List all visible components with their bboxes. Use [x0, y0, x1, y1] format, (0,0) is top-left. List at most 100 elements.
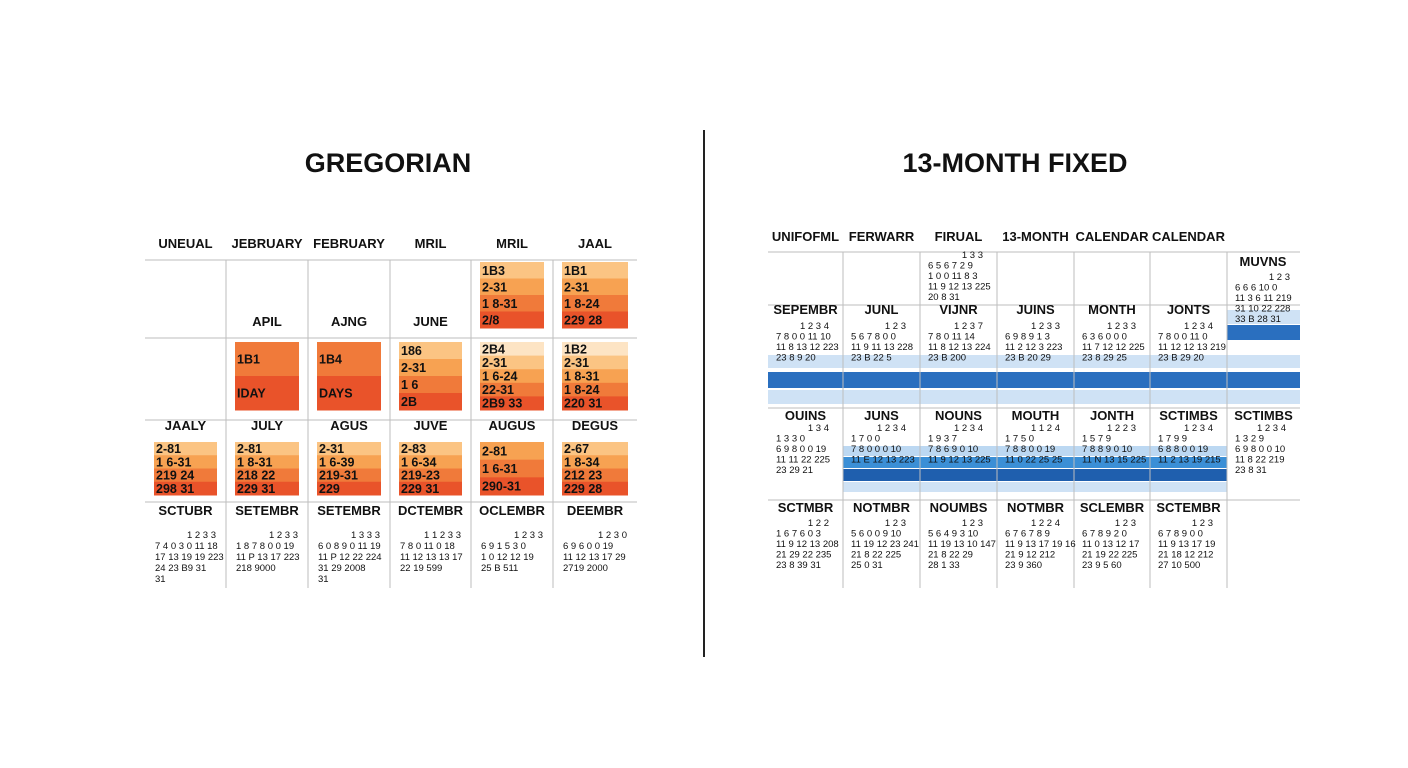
- month-label: MOUTH: [1012, 408, 1060, 423]
- day-numbers: 21 9 12 212: [1005, 550, 1055, 561]
- block-stripe: [317, 455, 381, 469]
- month-label: SCTIMBS: [1234, 408, 1293, 423]
- block-text: 2-31: [482, 356, 507, 370]
- day-numbers: 7 8 0 0 11 0: [1158, 332, 1207, 343]
- block-stripe: [235, 455, 299, 469]
- day-numbers: 11 8 13 12 223: [776, 342, 839, 353]
- day-numbers: 11 9 13 17 19: [1158, 539, 1215, 550]
- block-stripe: [562, 468, 628, 483]
- day-numbers: 6 9 8 9 1 3: [1005, 332, 1050, 343]
- day-numbers: 1 2 3: [885, 518, 906, 529]
- block-text: 2-31: [482, 280, 507, 294]
- block-stripe: [399, 442, 462, 456]
- day-numbers: 1 2 2: [808, 518, 829, 529]
- day-numbers: 11 9 13 17 19 16: [1005, 539, 1076, 550]
- block-text: 2B: [401, 395, 417, 409]
- day-numbers: 11 12 12 13 219: [1158, 342, 1226, 353]
- day-numbers: 7 8 8 9 0 10: [1082, 444, 1132, 455]
- block-text: 1 8-24: [564, 297, 599, 311]
- month-label: JAAL: [578, 236, 612, 251]
- day-numbers: 1 2 2 3: [1107, 423, 1136, 434]
- day-numbers: 1 8 7 8 0 0 19: [236, 541, 294, 552]
- block-text: 1 6: [401, 378, 418, 392]
- block-text: 2B4: [482, 342, 505, 356]
- day-numbers: 23 9 360: [1005, 560, 1042, 571]
- day-numbers: 21 19 22 225: [1082, 550, 1137, 561]
- month-label: SCTIMBS: [1159, 408, 1218, 423]
- day-numbers: 11 9 12 13 225: [928, 282, 991, 293]
- block-stripe: [562, 311, 628, 329]
- day-numbers: 23 8 29 25: [1082, 353, 1127, 364]
- block-stripe: [480, 355, 544, 370]
- day-numbers: 6 9 1 5 3 0: [481, 541, 526, 552]
- day-numbers: 7 4 0 3 0 11 18: [155, 541, 218, 552]
- month-label: DEGUS: [572, 418, 619, 433]
- month-label: SCLEMBR: [1080, 500, 1145, 515]
- day-numbers: 6 0 8 9 0 11 19: [318, 541, 381, 552]
- month-label: NOTMBR: [1007, 500, 1065, 515]
- block-text: 2-31: [564, 280, 589, 294]
- block-text: 1 8-24: [564, 383, 599, 397]
- block-stripe: [235, 342, 299, 377]
- day-numbers: 11 E 12 13 223: [851, 455, 915, 466]
- month-label: JONTH: [1090, 408, 1134, 423]
- month-label: UNIFOFML: [772, 229, 839, 244]
- day-numbers: 5 6 7 8 0 0: [851, 332, 896, 343]
- day-numbers: 5 6 4 9 3 10: [928, 529, 978, 540]
- month-label: JULY: [251, 418, 283, 433]
- month-label: DCTEMBR: [398, 503, 464, 518]
- highlight-band: [843, 457, 1227, 468]
- block-text: 229 28: [564, 482, 602, 496]
- day-numbers: 1 2 3 0: [598, 530, 627, 541]
- day-numbers: 1 3 3: [962, 250, 983, 261]
- month-label: SETEMBR: [235, 503, 299, 518]
- month-label: JUINS: [1016, 302, 1055, 317]
- day-numbers: 31: [318, 574, 329, 585]
- day-numbers: 7 8 6 9 0 10: [928, 444, 978, 455]
- day-numbers: 6 7 6 7 8 9: [1005, 529, 1050, 540]
- block-stripe: [399, 468, 462, 483]
- day-numbers: 1 9 3 7: [928, 434, 957, 445]
- month-label: DEEMBR: [567, 503, 624, 518]
- block-stripe: [562, 295, 628, 312]
- day-numbers: 1 2 3: [885, 321, 906, 332]
- block-stripe: [562, 442, 628, 456]
- block-stripe: [562, 396, 628, 411]
- block-stripe: [480, 442, 544, 461]
- day-numbers: 11 0 22 25 25: [1005, 455, 1062, 466]
- block-stripe: [317, 376, 381, 411]
- month-label: JUVE: [414, 418, 448, 433]
- block-text: 1 6-31: [156, 455, 191, 469]
- block-stripe: [154, 442, 217, 456]
- day-numbers: 1 2 2 4: [1031, 518, 1060, 529]
- block-text: 229 31: [401, 482, 439, 496]
- day-numbers: 1 3 3 0: [776, 434, 805, 445]
- month-label: NOTMBR: [853, 500, 911, 515]
- day-numbers: 1 2 3: [1115, 518, 1136, 529]
- day-numbers: 1 2 3 7: [954, 321, 983, 332]
- block-text: 2B9 33: [482, 397, 522, 411]
- day-numbers: 1 6 7 6 0 3: [776, 529, 821, 540]
- month-label: VIJNR: [939, 302, 978, 317]
- day-numbers: 1 2 3 3: [269, 530, 298, 541]
- block-text: 219 24: [156, 469, 194, 483]
- block-stripe: [399, 342, 462, 360]
- title: 13-MONTH FIXED: [902, 148, 1127, 178]
- block-text: 1B4: [319, 353, 342, 367]
- day-numbers: 11 7 12 12 225: [1082, 342, 1145, 353]
- day-numbers: 11 N 13 15 225: [1082, 455, 1146, 466]
- day-numbers: 11 2 12 3 223: [1005, 342, 1062, 353]
- day-numbers: 21 18 12 212: [1158, 550, 1213, 561]
- month-label: SETEMBR: [317, 503, 381, 518]
- block-text: 1 6-34: [401, 455, 436, 469]
- block-stripe: [480, 459, 544, 478]
- block-stripe: [562, 382, 628, 397]
- day-numbers: 1 2 3 4: [1257, 423, 1286, 434]
- day-numbers: 11 12 13 13 17: [400, 552, 463, 563]
- day-numbers: 11 P 12 22 224: [318, 552, 382, 563]
- block-stripe: [399, 359, 462, 377]
- day-numbers: 11 11 22 225: [776, 455, 830, 466]
- block-stripe: [562, 262, 628, 279]
- month-label: AUGUS: [489, 418, 536, 433]
- month-label: SCTEMBR: [1156, 500, 1221, 515]
